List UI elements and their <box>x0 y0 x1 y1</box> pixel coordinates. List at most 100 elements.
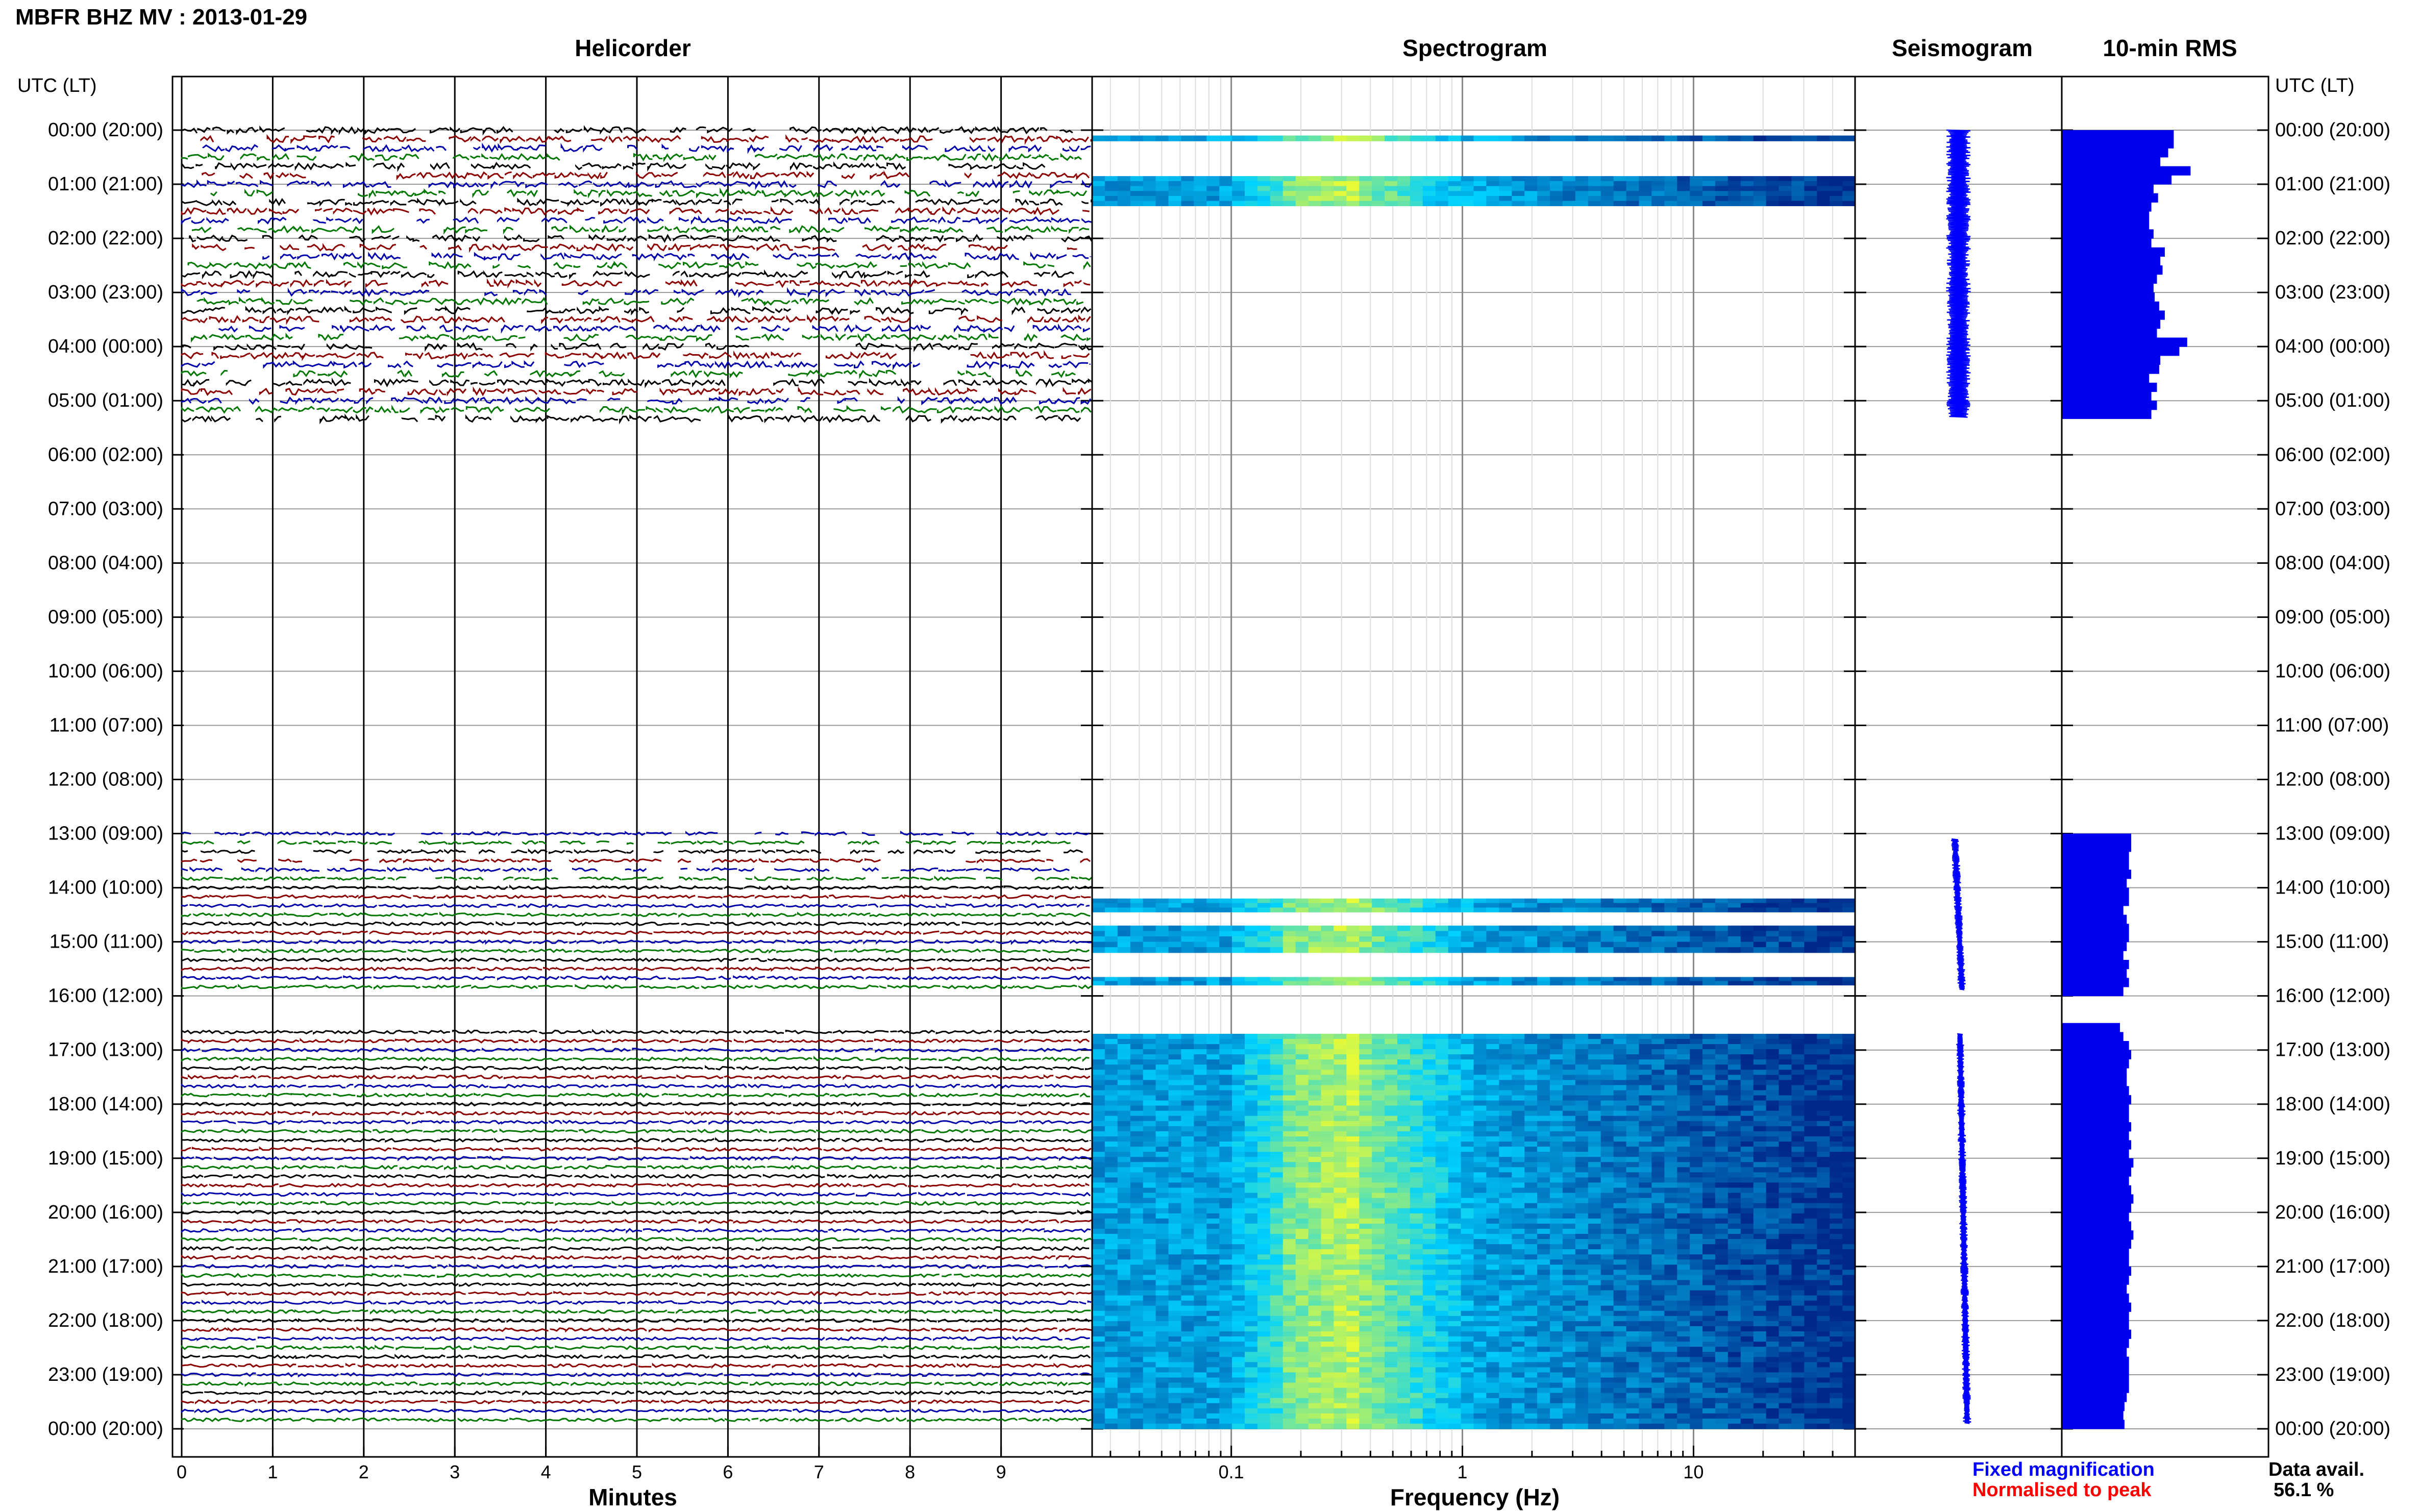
spectrogram-cell <box>1740 1177 1754 1183</box>
spectrogram-cell <box>1092 1095 1105 1101</box>
spectrogram-cell <box>1422 1064 1436 1070</box>
spectrogram-cell <box>1512 898 1525 904</box>
spectrogram-cell <box>1613 1331 1627 1337</box>
spectrogram-cell <box>1117 1075 1131 1080</box>
spectrogram-cell <box>1308 1259 1322 1265</box>
spectrogram-cell <box>1143 196 1156 202</box>
spectrogram-cell <box>1219 1110 1232 1117</box>
spectrogram-cell <box>1779 903 1792 908</box>
spectrogram-cell <box>1817 1162 1830 1168</box>
helicorder-trace <box>181 1335 1090 1342</box>
spectrogram-cell <box>1626 1208 1639 1214</box>
spectrogram-cell <box>1194 186 1207 191</box>
spectrogram-cell <box>1753 1070 1767 1075</box>
spectrogram-cell <box>1448 1172 1462 1178</box>
spectrogram-cell <box>1651 941 1665 948</box>
spectrogram-cell <box>1499 1033 1512 1039</box>
spectrogram-cell <box>1664 1116 1677 1122</box>
spectrogram-cell <box>1359 1142 1372 1147</box>
spectrogram-cell <box>1715 191 1729 196</box>
spectrogram-cell <box>1117 1157 1131 1162</box>
spectrogram-cell <box>1334 1044 1347 1050</box>
spectrogram-cell <box>1245 176 1258 182</box>
spectrogram-cell <box>1626 947 1639 953</box>
spectrogram-cell <box>1817 1326 1830 1332</box>
spectrogram-cell <box>1346 1223 1360 1229</box>
spectrogram-cell <box>1550 1147 1563 1152</box>
spectrogram-cell <box>1639 947 1652 953</box>
spectrogram-cell <box>1130 977 1144 982</box>
spectrogram-cell <box>1537 1290 1550 1296</box>
spectrogram-cell <box>1092 1049 1105 1055</box>
spectrogram-cell <box>1779 1157 1792 1162</box>
spectrogram-cell <box>1639 1172 1652 1178</box>
spectrogram-cell <box>1219 898 1232 904</box>
spectrogram-cell <box>1486 1105 1499 1111</box>
spectrogram-cell <box>1257 1075 1271 1080</box>
spectrogram-cell <box>1524 1054 1538 1060</box>
spectrogram-cell <box>1181 1075 1194 1080</box>
spectrogram-cell <box>1359 1126 1372 1132</box>
spectrogram-cell <box>1600 1136 1614 1142</box>
spectrogram-cell <box>1194 1203 1207 1209</box>
spectrogram-cell <box>1308 176 1322 182</box>
spectrogram-cell <box>1435 1326 1449 1332</box>
spectrogram-cell <box>1499 1090 1512 1096</box>
spectrogram-cell <box>1473 1044 1487 1050</box>
spectrogram-cell <box>1626 1182 1639 1188</box>
spectrogram-cell <box>1727 941 1741 948</box>
spectrogram-cell <box>1410 1162 1423 1168</box>
spectrogram-cell <box>1461 1228 1474 1234</box>
spectrogram-cell <box>1130 1234 1144 1240</box>
spectrogram-cell <box>1461 981 1474 986</box>
spectrogram-cell <box>1740 977 1754 982</box>
spectrogram-cell <box>1104 1105 1118 1111</box>
spectrogram-cell <box>1155 1121 1169 1127</box>
spectrogram-cell <box>1791 1234 1805 1240</box>
spectrogram-cell <box>1168 1162 1181 1168</box>
spectrogram-cell <box>1524 977 1538 982</box>
spectrogram-cell <box>1359 1218 1372 1224</box>
spectrogram-cell <box>1524 1105 1538 1111</box>
spectrogram-cell <box>1282 196 1296 202</box>
spectrogram-cell <box>1766 135 1780 141</box>
spectrogram-cell <box>1092 1136 1105 1142</box>
spectrogram-cell <box>1753 1305 1767 1311</box>
spectrogram-cell <box>1740 925 1754 931</box>
spectrogram-cell <box>1308 947 1322 953</box>
spectrogram-cell <box>1143 1203 1156 1209</box>
spectrogram-cell <box>1245 1054 1258 1060</box>
spectrogram-cell <box>1359 1070 1372 1075</box>
spectrogram-cell <box>1359 1223 1372 1229</box>
spectrogram-cell <box>1651 1167 1665 1173</box>
spectrogram-cell <box>1448 1305 1462 1311</box>
spectrogram-cell <box>1626 1193 1639 1199</box>
spectrogram-cell <box>1308 1249 1322 1255</box>
spectrogram-cell <box>1715 1182 1729 1188</box>
spectrogram-cell <box>1715 1100 1729 1106</box>
spectrogram-cell <box>1537 1105 1550 1111</box>
spectrogram-cell <box>1804 907 1817 912</box>
spectrogram-cell <box>1168 1218 1181 1224</box>
spectrogram-cell <box>1740 1070 1754 1075</box>
spectrogram-cell <box>1410 1290 1423 1296</box>
spectrogram-cell <box>1143 1157 1156 1162</box>
spectrogram-cell <box>1168 1038 1181 1045</box>
spectrogram-cell <box>1677 941 1690 948</box>
spectrogram-cell <box>1575 1152 1589 1157</box>
spectrogram-cell <box>1257 977 1271 982</box>
spectrogram-cell <box>1435 1275 1449 1281</box>
spectrogram-cell <box>1130 903 1144 908</box>
spectrogram-cell <box>1600 941 1614 948</box>
spectrogram-cell <box>1804 1270 1817 1275</box>
spectrogram-cell <box>1270 1182 1283 1188</box>
spectrogram-cell <box>1499 176 1512 182</box>
spectrogram-cell <box>1524 1300 1538 1306</box>
spectrogram-cell <box>1779 1213 1792 1219</box>
spectrogram-cell <box>1575 1193 1589 1199</box>
spectrogram-cell <box>1753 1249 1767 1255</box>
spectrogram-cell <box>1282 1075 1296 1080</box>
spectrogram-cell <box>1346 176 1360 182</box>
spectrogram-cell <box>1257 196 1271 202</box>
spectrogram-cell <box>1524 1203 1538 1209</box>
